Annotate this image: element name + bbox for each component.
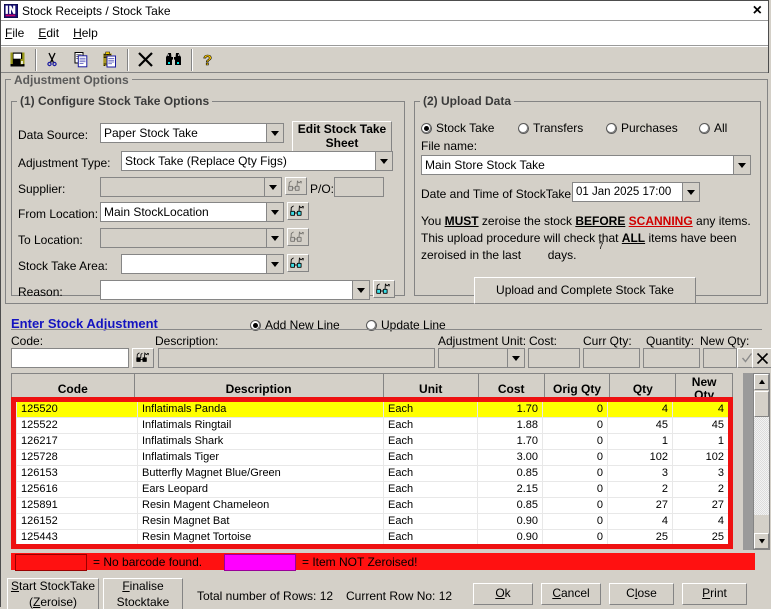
svg-text:?: ? (203, 52, 212, 69)
